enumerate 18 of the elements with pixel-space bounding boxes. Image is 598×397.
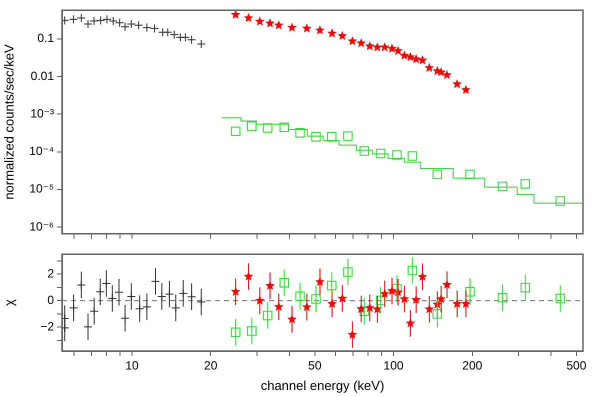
y-tick-label: 0: [47, 292, 54, 307]
x-tick-label: 200: [462, 358, 483, 373]
x-tick-label: 50: [308, 358, 322, 373]
x-tick-label: 10: [125, 358, 139, 373]
y-tick-label: 2: [47, 266, 54, 280]
y-tick-label: 10⁻⁴: [29, 144, 54, 158]
x-tick-label: 20: [204, 358, 218, 373]
x-axis-title: channel energy (keV): [260, 378, 384, 393]
x-tick-label: 100: [384, 358, 404, 373]
y-tick-label: 10⁻⁵: [29, 182, 54, 196]
x-tick-label: 500: [566, 358, 587, 373]
y-axis-title: normalized counts/sec/keV: [1, 44, 16, 200]
y-tick-label: 0.01: [30, 68, 54, 83]
y-tick-label: 10⁻³: [30, 106, 54, 120]
y-tick-label: −2: [40, 319, 54, 334]
y-tick-label: 10⁻⁶: [29, 219, 54, 234]
y-tick-label: 0.1: [37, 31, 54, 46]
y-axis-title: χ: [1, 299, 16, 306]
